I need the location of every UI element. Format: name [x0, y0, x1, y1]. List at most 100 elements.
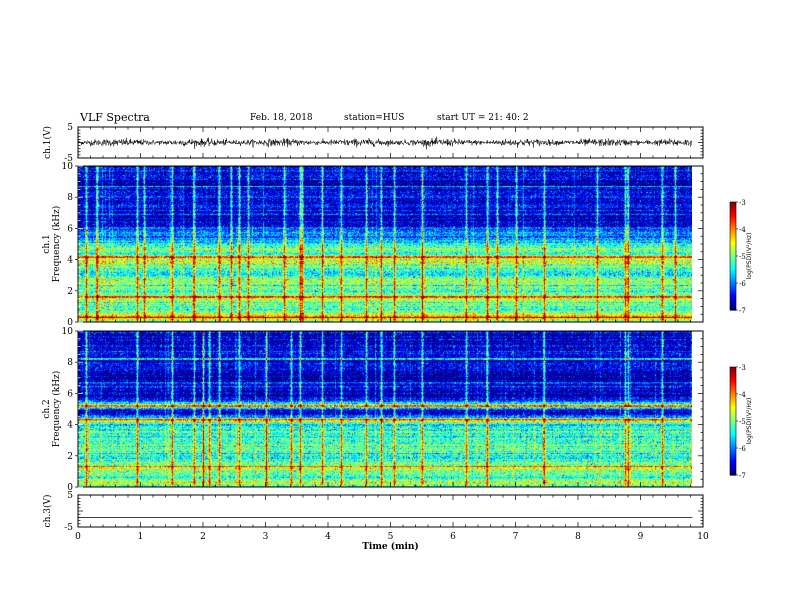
- ch1-colorbar-swatch: [730, 290, 736, 292]
- x-tick-label: 4: [325, 532, 331, 542]
- ch1-colorbar-swatch: [730, 236, 736, 238]
- ch2-colorbar-swatch: [730, 390, 736, 392]
- ch2-colorbar-swatch: [730, 461, 736, 463]
- ch1-colorbar-swatch: [730, 204, 736, 206]
- ch2-colorbar-swatch: [730, 420, 736, 422]
- ch2-colorbar-swatch: [730, 450, 736, 452]
- ch1-colorbar-swatch: [730, 239, 736, 241]
- ch2-colorbar-tick-label: -4: [739, 391, 746, 399]
- ch1-colorbar-swatch: [730, 283, 736, 285]
- ch1-colorbar-swatch: [730, 203, 736, 205]
- ch2-colorbar-swatch: [730, 415, 736, 417]
- ch2-spectrogram-ytick-label: 2: [67, 452, 73, 462]
- ch2-colorbar-swatch: [730, 380, 736, 382]
- ch1-colorbar-swatch: [730, 308, 736, 310]
- ch1-colorbar-swatch: [730, 250, 736, 252]
- ch2-colorbar-swatch: [730, 457, 736, 459]
- ch2-colorbar-swatch: [730, 401, 736, 403]
- ch2-colorbar-swatch: [730, 458, 736, 460]
- ch1-colorbar-swatch: [730, 287, 736, 289]
- ch1-colorbar-tick-label: -4: [739, 226, 746, 234]
- ch2-colorbar-swatch: [730, 470, 736, 472]
- ch2-colorbar-swatch: [730, 426, 736, 428]
- ch1-colorbar-swatch: [730, 291, 736, 293]
- ch2-colorbar-swatch: [730, 431, 736, 433]
- ch1-colorbar-swatch: [730, 267, 736, 269]
- ch1-colorbar-swatch: [730, 253, 736, 255]
- ch1-colorbar-swatch: [730, 285, 736, 287]
- ch1-colorbar-swatch: [730, 235, 736, 237]
- ch1-colorbar-swatch: [730, 281, 736, 283]
- ch2-colorbar-swatch: [730, 377, 736, 379]
- ch2-colorbar-swatch: [730, 459, 736, 461]
- ch2-colorbar-swatch: [730, 447, 736, 449]
- ch2-colorbar-swatch: [730, 439, 736, 441]
- ch2-colorbar-swatch: [730, 466, 736, 468]
- ch2-colorbar-swatch: [730, 423, 736, 425]
- ch1-colorbar-swatch: [730, 251, 736, 253]
- ch1-spectrogram-ytick-label: 2: [67, 287, 73, 297]
- ch2-colorbar-swatch: [730, 473, 736, 475]
- ch2-spectrogram-ytick-label: 10: [62, 327, 74, 337]
- ch1-colorbar-swatch: [730, 213, 736, 215]
- ch2-colorbar-swatch: [730, 465, 736, 467]
- ch2-colorbar-swatch: [730, 368, 736, 370]
- ch1-colorbar-swatch: [730, 223, 736, 225]
- ch1-colorbar-swatch: [730, 288, 736, 290]
- ch1-colorbar-swatch: [730, 221, 736, 223]
- ch2-colorbar-swatch: [730, 369, 736, 371]
- x-tick-label: 10: [697, 532, 709, 542]
- ch2-spectrogram-ytick-label: 6: [67, 389, 73, 399]
- x-tick-label: 7: [513, 532, 519, 542]
- ch2-colorbar-swatch: [730, 405, 736, 407]
- ch2-colorbar-swatch: [730, 436, 736, 438]
- ch2-colorbar-swatch: [730, 445, 736, 447]
- ch1-colorbar-swatch: [730, 307, 736, 309]
- ch1-colorbar-swatch: [730, 296, 736, 298]
- ch1-colorbar-swatch: [730, 294, 736, 296]
- ch1-spectrogram-image: [78, 166, 692, 322]
- ch1-colorbar-swatch: [730, 273, 736, 275]
- ch1-colorbar-swatch: [730, 247, 736, 249]
- ch1-colorbar-tick-label: -3: [739, 199, 746, 207]
- ch2-colorbar-swatch: [730, 408, 736, 410]
- ch2-colorbar-swatch: [730, 456, 736, 458]
- ch1-colorbar-swatch: [730, 268, 736, 270]
- ch1-colorbar-swatch: [730, 292, 736, 294]
- ch2-colorbar-swatch: [730, 383, 736, 385]
- ch2-colorbar-swatch: [730, 375, 736, 377]
- ch2-colorbar-swatch: [730, 372, 736, 374]
- ch2-colorbar-swatch: [730, 469, 736, 471]
- ch1-colorbar-swatch: [730, 245, 736, 247]
- ch2-colorbar-swatch: [730, 463, 736, 465]
- ch1-colorbar-swatch: [730, 242, 736, 244]
- ch1-colorbar-swatch: [730, 280, 736, 282]
- ch1-waveform-ylabel: ch.1(V): [42, 126, 53, 159]
- ch2-colorbar-swatch: [730, 414, 736, 416]
- ch2-colorbar-swatch: [730, 427, 736, 429]
- ch2-spectrogram-ytick-label: 8: [67, 358, 73, 368]
- ch2-colorbar-swatch: [730, 435, 736, 437]
- ch1-colorbar-swatch: [730, 214, 736, 216]
- ch2-colorbar-swatch: [730, 460, 736, 462]
- ch2-spectrogram-ytick-label: 0: [67, 483, 73, 493]
- ch2-colorbar-tick-label: -6: [739, 445, 746, 453]
- ch2-colorbar-swatch: [730, 455, 736, 457]
- ch2-colorbar-swatch: [730, 425, 736, 427]
- ch1-colorbar-swatch: [730, 207, 736, 209]
- ch1-colorbar-swatch: [730, 272, 736, 274]
- ch1-colorbar-swatch: [730, 284, 736, 286]
- ch2-colorbar-swatch: [730, 367, 736, 369]
- ch1-colorbar-swatch: [730, 238, 736, 240]
- ch2-colorbar-swatch: [730, 467, 736, 469]
- ch2-colorbar-swatch: [730, 437, 736, 439]
- ch1-colorbar-swatch: [730, 248, 736, 250]
- ch1-colorbar-swatch: [730, 260, 736, 262]
- ch2-spectrogram-ylabel-line: Frequency (kHz): [51, 371, 62, 448]
- ch2-colorbar-swatch: [730, 411, 736, 413]
- ch2-colorbar-swatch: [730, 424, 736, 426]
- ch3-waveform-ylabel: ch.3(V): [42, 495, 53, 528]
- ch1-colorbar-swatch: [730, 240, 736, 242]
- ch1-colorbar-tick-label: -5: [739, 253, 746, 261]
- ch1-colorbar-swatch: [730, 222, 736, 224]
